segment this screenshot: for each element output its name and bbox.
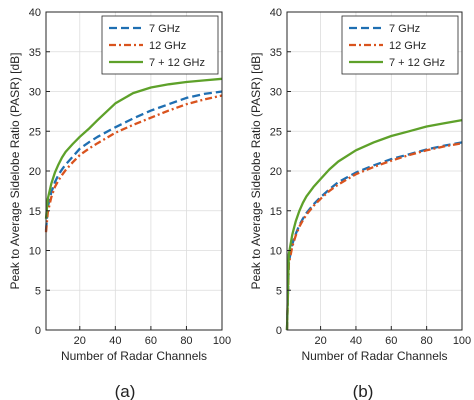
y-tick-label: 35: [270, 47, 282, 59]
x-axis-label: Number of Radar Channels: [301, 349, 447, 363]
series-line-3: [44, 77, 223, 219]
y-axis-label: Peak to Average Sidelobe Ratio (PASR) [d…: [8, 52, 22, 289]
legend-label-1: 7 GHz: [389, 23, 420, 35]
x-tick-label: 80: [421, 335, 433, 347]
y-tick-label: 0: [35, 325, 41, 337]
x-tick-label: 60: [385, 335, 397, 347]
legend-label-3: 7 + 12 GHz: [149, 57, 205, 69]
y-tick-label: 10: [270, 246, 282, 258]
legend-box: [341, 15, 459, 75]
y-tick-label: 15: [270, 206, 282, 218]
x-tick-label: 60: [145, 335, 157, 347]
x-tick-label: 40: [109, 335, 121, 347]
x-tick-label: 20: [314, 335, 326, 347]
panel-caption: (a): [115, 382, 136, 400]
legend-label-2: 12 GHz: [389, 40, 426, 52]
y-tick-label: 30: [270, 87, 282, 99]
panel-caption: (b): [353, 382, 374, 400]
x-tick-label: 20: [74, 335, 86, 347]
legend-box: [101, 15, 219, 75]
y-tick-label: 15: [29, 206, 41, 218]
y-tick-label: 5: [35, 285, 41, 297]
series-line-1: [44, 90, 223, 231]
y-tick-label: 20: [29, 166, 41, 178]
y-tick-label: 30: [29, 87, 41, 99]
y-tick-label: 25: [29, 126, 41, 138]
legend: 7 GHz 12 GHz 7 + 12 GHz: [341, 15, 459, 75]
x-tick-label: 40: [350, 335, 362, 347]
x-tick-label: 100: [453, 335, 471, 347]
legend-label-3: 7 + 12 GHz: [389, 57, 445, 69]
x-axis-label: Number of Radar Channels: [61, 349, 207, 363]
chart-panel-2: 0 5 10 15 20 25 30 35 40 20 40 60 80 100 Number of Rad…: [249, 7, 471, 400]
y-tick-label: 35: [29, 47, 41, 59]
series-line-2: [44, 94, 223, 233]
y-tick-label: 25: [270, 126, 282, 138]
y-tick-label: 40: [270, 7, 282, 19]
x-tick-label: 80: [180, 335, 192, 347]
y-tick-label: 0: [276, 325, 282, 337]
legend: 7 GHz 12 GHz 7 + 12 GHz: [101, 15, 219, 75]
legend-label-1: 7 GHz: [149, 23, 180, 35]
series-line-2: [285, 142, 463, 331]
chart-panel-1: 0 5 10 15 20 25 30 35 40 20 40 60 80 100 Number of Rad…: [8, 7, 231, 400]
legend-label-2: 12 GHz: [149, 40, 186, 52]
series-line-3: [285, 118, 463, 331]
y-axis-label: Peak to Average Sidelobe Ratio (PASR) [d…: [249, 52, 263, 289]
y-tick-label: 10: [29, 246, 41, 258]
y-tick-label: 40: [29, 7, 41, 19]
y-tick-label: 20: [270, 166, 282, 178]
y-tick-label: 5: [276, 285, 282, 297]
x-tick-label: 100: [213, 335, 231, 347]
